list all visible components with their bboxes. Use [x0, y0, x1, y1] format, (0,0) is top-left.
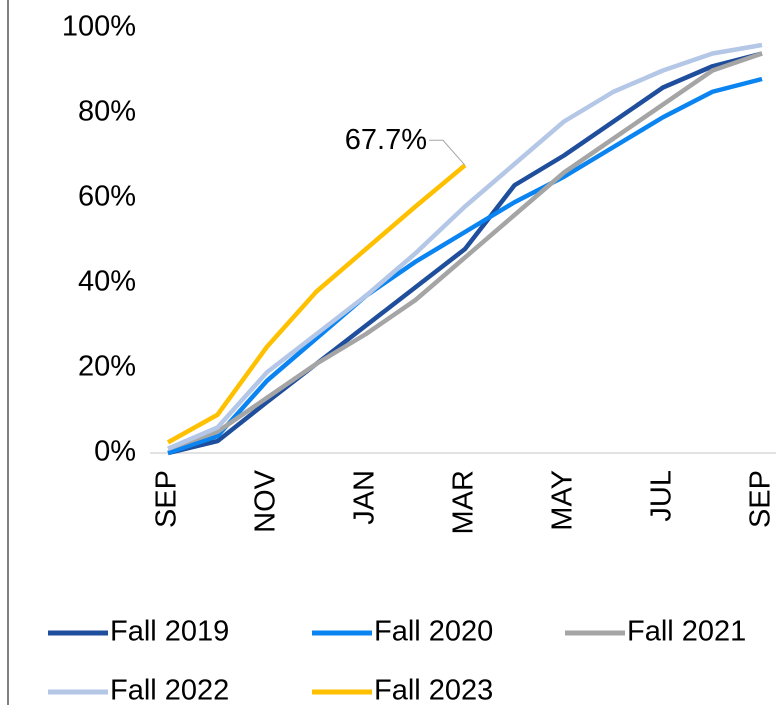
- x-tick-label: NOV: [250, 469, 282, 533]
- legend-label: Fall 2019: [110, 616, 229, 648]
- legend-label: Fall 2022: [110, 675, 229, 707]
- x-tick-label: JAN: [349, 470, 381, 525]
- y-tick-label: 40%: [78, 266, 136, 298]
- y-tick-label: 100%: [62, 11, 136, 43]
- legend-label: Fall 2021: [627, 616, 746, 648]
- series-line: [167, 51, 763, 451]
- data-label: 67.7%: [345, 124, 427, 156]
- x-tick-label: JUL: [646, 470, 678, 522]
- series-line: [166, 163, 467, 445]
- legend-label: Fall 2020: [374, 616, 493, 648]
- series-line: [167, 76, 763, 456]
- x-tick-label: SEP: [151, 470, 183, 528]
- x-tick-label: SEP: [745, 470, 776, 528]
- series-line: [167, 42, 763, 451]
- x-tick-label: MAR: [448, 470, 480, 534]
- x-tick-label: MAY: [547, 470, 579, 531]
- y-tick-label: 20%: [78, 351, 136, 383]
- label-leader: [429, 139, 466, 166]
- series-line: [167, 51, 763, 456]
- y-tick-label: 60%: [78, 181, 136, 213]
- y-tick-label: 80%: [78, 96, 136, 128]
- y-tick-label: 0%: [94, 436, 136, 468]
- legend-label: Fall 2023: [374, 675, 493, 707]
